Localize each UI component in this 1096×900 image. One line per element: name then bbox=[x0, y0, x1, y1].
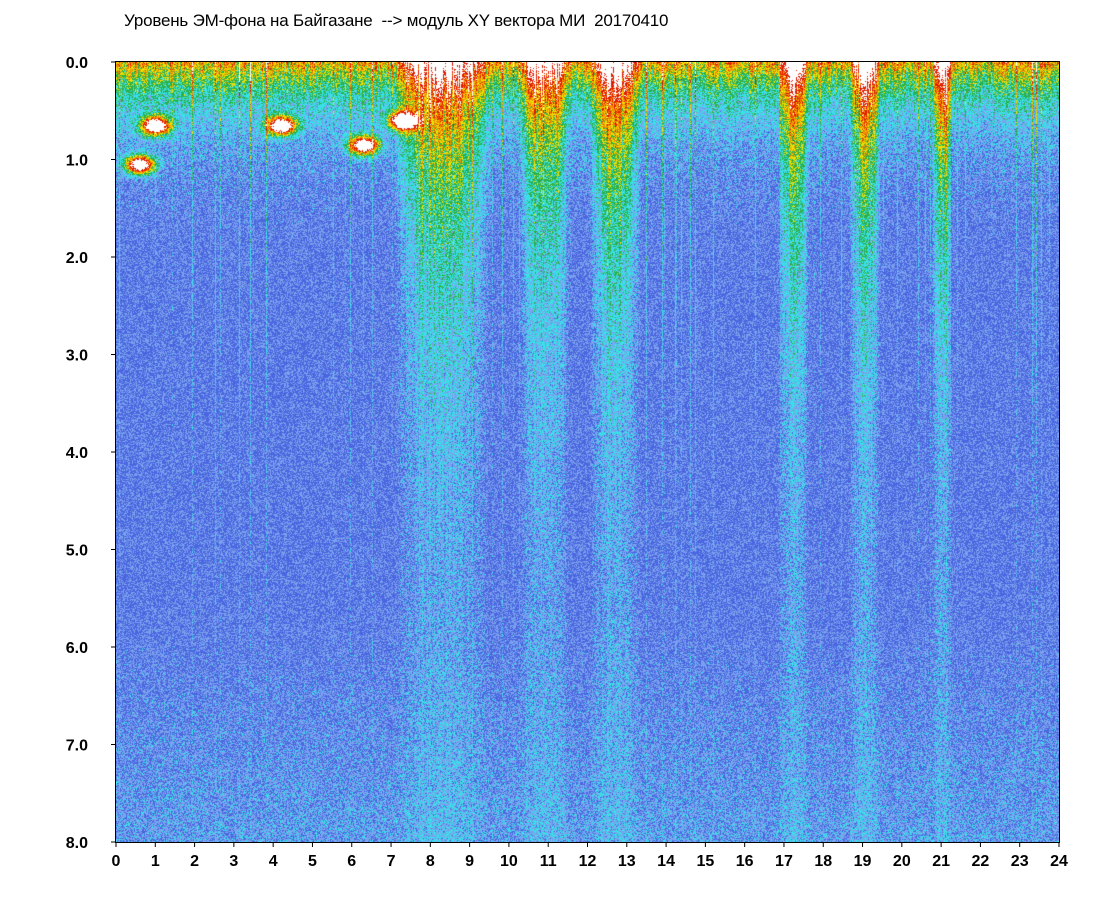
x-tick-label: 17 bbox=[775, 853, 793, 870]
x-tick-label: 7 bbox=[387, 853, 396, 870]
x-tick-label: 1 bbox=[151, 853, 160, 870]
spectrogram-heatmap bbox=[116, 62, 1059, 842]
y-tick-label: 2.0 bbox=[66, 250, 88, 267]
x-tick-label: 2 bbox=[190, 853, 199, 870]
y-tick-label: 6.0 bbox=[66, 640, 88, 657]
y-tick-label: 5.0 bbox=[66, 543, 88, 560]
y-tick-label: 7.0 bbox=[66, 738, 88, 755]
spectrogram-plot bbox=[115, 61, 1060, 843]
x-tick-label: 4 bbox=[269, 853, 278, 870]
x-tick-label: 24 bbox=[1050, 853, 1068, 870]
x-tick-label: 11 bbox=[540, 853, 557, 870]
x-tick-label: 9 bbox=[465, 853, 474, 870]
y-tick-label: 3.0 bbox=[66, 348, 88, 365]
y-tick-label: 1.0 bbox=[66, 153, 88, 170]
x-tick-label: 6 bbox=[347, 853, 356, 870]
x-tick-label: 5 bbox=[308, 853, 317, 870]
y-tick-label: 0.0 bbox=[66, 55, 88, 72]
x-tick-label: 19 bbox=[854, 853, 872, 870]
chart-title: Уровень ЭМ-фона на Байгазане --> модуль … bbox=[124, 11, 669, 30]
x-tick-label: 23 bbox=[1011, 853, 1029, 870]
x-tick-label: 3 bbox=[229, 853, 238, 870]
x-tick-label: 16 bbox=[736, 853, 754, 870]
x-tick-label: 21 bbox=[932, 853, 950, 870]
x-tick-label: 18 bbox=[814, 853, 832, 870]
x-tick-label: 22 bbox=[972, 853, 990, 870]
x-tick-label: 0 bbox=[112, 853, 121, 870]
x-tick-label: 13 bbox=[618, 853, 636, 870]
x-tick-label: 20 bbox=[893, 853, 911, 870]
y-tick-label: 8.0 bbox=[66, 835, 88, 852]
y-tick-label: 4.0 bbox=[66, 445, 88, 462]
x-tick-label: 8 bbox=[426, 853, 435, 870]
x-tick-label: 10 bbox=[500, 853, 518, 870]
x-tick-label: 14 bbox=[657, 853, 675, 870]
x-tick-label: 15 bbox=[696, 853, 714, 870]
x-tick-label: 12 bbox=[579, 853, 597, 870]
